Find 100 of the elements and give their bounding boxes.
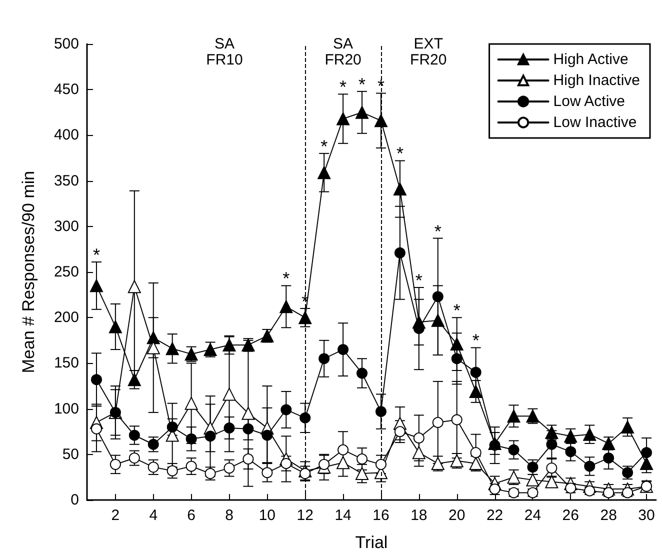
point [393,182,406,196]
annotation: * [415,270,422,291]
point [470,366,482,378]
point [469,384,482,398]
x-tick-label: 16 [372,507,390,524]
point [298,311,312,324]
x-tick-label: 20 [448,507,466,524]
x-tick-label: 14 [334,507,352,524]
point [451,414,462,426]
point [108,320,122,334]
point [280,458,292,470]
point [128,373,141,386]
point [110,458,121,470]
y-tick-label: 500 [54,36,79,52]
point [565,446,576,458]
point [603,452,614,464]
point [280,404,292,416]
point [148,462,159,473]
point [318,458,330,470]
x-tick-label: 26 [562,507,579,524]
x-tick-label: 4 [149,507,158,524]
point [413,432,424,444]
point [90,423,102,434]
annotation: * [358,74,366,94]
annotation: * [320,136,328,156]
point [300,468,311,480]
point [375,458,386,470]
point [583,428,596,441]
y-tick-label: 50 [62,446,79,463]
point [545,475,558,488]
point [90,279,103,292]
point [432,291,444,302]
legend-label: High Inactive [553,72,640,89]
point [546,438,558,450]
point [431,314,444,327]
y-tick-label: 400 [54,126,79,144]
point [242,423,254,434]
point [300,412,311,424]
y-tick-label: 100 [54,400,79,418]
y-tick-label: 150 [54,354,79,372]
point [412,446,426,460]
annotation: * [340,77,347,98]
x-tick-label: 24 [524,507,542,524]
point [224,462,235,474]
point [224,422,235,434]
annotation: EXT FR20 [410,36,447,68]
y-tick-label: 450 [54,81,79,98]
annotation: SA FR20 [324,36,362,68]
legend-label: Low Inactive [553,114,637,131]
point [186,433,197,444]
point [222,388,236,401]
point [508,444,520,456]
annotation: * [472,330,480,351]
point [584,460,596,472]
x-tick-label: 8 [225,507,234,524]
point [356,467,369,480]
point [146,341,160,354]
point [166,342,179,356]
point [356,453,368,464]
legend-label: Low Active [553,93,626,110]
point [336,112,350,126]
point [262,467,273,478]
x-axis-title: Trial [355,533,388,552]
point [318,166,331,180]
x-tick-label: 18 [410,507,428,524]
point [356,106,369,119]
point [640,457,654,470]
point [186,460,197,472]
y-axis-title: Mean # Responses/90 min [19,170,38,374]
y-tick-label: 250 [54,264,79,280]
point [336,456,350,470]
point [204,430,216,442]
point [450,338,464,351]
x-tick-label: 30 [638,507,655,524]
point [166,465,178,476]
point [546,462,558,474]
point [432,416,444,428]
point [621,420,634,434]
x-tick-label: 2 [111,507,120,524]
point [184,396,198,410]
x-tick-label: 6 [187,507,196,524]
point [507,410,520,423]
annotation: SA FR10 [206,36,243,68]
x-tick-label: 28 [600,507,617,524]
point [128,280,141,294]
point [394,247,406,258]
point [527,462,538,473]
point [128,430,140,441]
point [526,473,540,486]
annotation: * [396,144,404,164]
point [128,452,140,464]
point [242,406,255,420]
point [394,426,406,438]
x-tick-label: 10 [258,507,276,524]
y-tick-label: 300 [54,218,79,235]
annotation: * [92,244,100,265]
annotation: * [453,300,460,321]
y-tick-label: 0 [70,492,79,508]
point [356,368,368,379]
point [280,300,293,314]
